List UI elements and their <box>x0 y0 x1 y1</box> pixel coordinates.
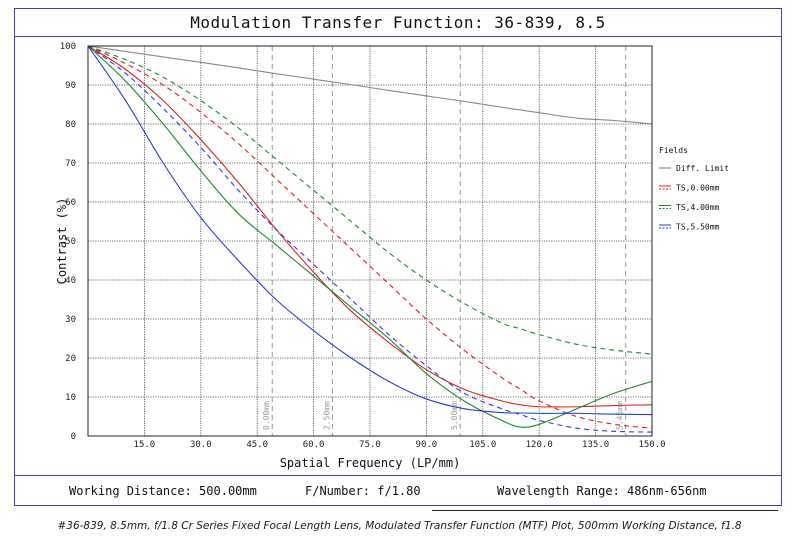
grid <box>88 46 652 436</box>
chart-frame: Modulation Transfer Function: 36-839, 8.… <box>14 8 782 506</box>
x-axis-label: Spatial Frequency (LP/mm) <box>280 456 461 470</box>
ytick-label: 60 <box>65 198 76 208</box>
legend-entry: TS,5.50mm <box>676 223 720 232</box>
legend-title: Fields <box>659 146 688 155</box>
series-line-ts-4-00mm <box>87 45 653 428</box>
xtick-label: 45.0 <box>246 440 268 450</box>
field-marker-label: 0.00mm <box>262 401 271 430</box>
field-markers: 0.00mm 2.50mm 5.00mm 5.45mm <box>262 46 627 436</box>
wavelength-range-label: Wavelength Range: 486nm-656nm <box>497 484 707 498</box>
legend-entry: Diff. Limit <box>676 164 729 173</box>
xtick-label: 15.0 <box>134 440 156 450</box>
series-lines <box>87 45 653 433</box>
series-line-ts-5-50mm <box>87 45 653 416</box>
series-line-ts-5-50mm-s- <box>87 45 653 433</box>
y-axis-label: Contrast (%) <box>55 198 69 285</box>
axes: 0 10 20 30 40 50 60 70 80 90 100 15.0 30.0 45.0 60.0 75… <box>55 42 666 470</box>
xtick-label: 90.0 <box>416 440 438 450</box>
ytick-label: 70 <box>65 159 76 169</box>
ytick-label: 100 <box>60 42 76 52</box>
field-marker-label: 2.50mm <box>322 401 331 430</box>
xtick-label: 120.0 <box>526 440 553 450</box>
xtick-label: 75.0 <box>359 440 381 450</box>
field-marker-label: 5.45mm <box>616 401 625 430</box>
f-number-label: F/Number: f/1.80 <box>305 484 421 498</box>
series-line-ts-0-00mm-s- <box>87 45 653 429</box>
ytick-label: 50 <box>65 237 76 247</box>
series-line-ts-4-00mm-s- <box>87 45 653 355</box>
plot-area-border <box>87 45 653 437</box>
legend-entry: TS,0.00mm <box>676 184 720 193</box>
field-marker-label: 5.00mm <box>450 401 459 430</box>
xtick-label: 135.0 <box>582 440 609 450</box>
ytick-label: 80 <box>65 120 76 130</box>
series-line-diff-limit <box>87 45 653 125</box>
series-line-ts-0-00mm <box>87 45 653 408</box>
ytick-label: 90 <box>65 81 76 91</box>
ytick-label: 0 <box>71 432 76 442</box>
xtick-label: 105.0 <box>469 440 496 450</box>
xtick-label: 30.0 <box>190 440 212 450</box>
xtick-label: 150.0 <box>638 440 665 450</box>
ytick-label: 10 <box>65 393 76 403</box>
ytick-label: 20 <box>65 354 76 364</box>
footer-info: Working Distance: 500.00mm F/Number: f/1… <box>15 475 781 505</box>
chart-title: Modulation Transfer Function: 36-839, 8.… <box>15 9 781 37</box>
working-distance-label: Working Distance: 500.00mm <box>69 484 257 498</box>
ytick-label: 40 <box>65 276 76 286</box>
figure-caption: #36-839, 8.5mm, f/1.8 Cr Series Fixed Fo… <box>57 520 742 532</box>
legend-entry: TS,4.00mm <box>676 203 720 212</box>
caption-rule <box>432 510 778 511</box>
xtick-label: 60.0 <box>303 440 325 450</box>
ytick-label: 30 <box>65 315 76 325</box>
legend: Fields Diff. Limit TS,0.00mm TS,4.00mm TS,5.… <box>659 146 729 232</box>
